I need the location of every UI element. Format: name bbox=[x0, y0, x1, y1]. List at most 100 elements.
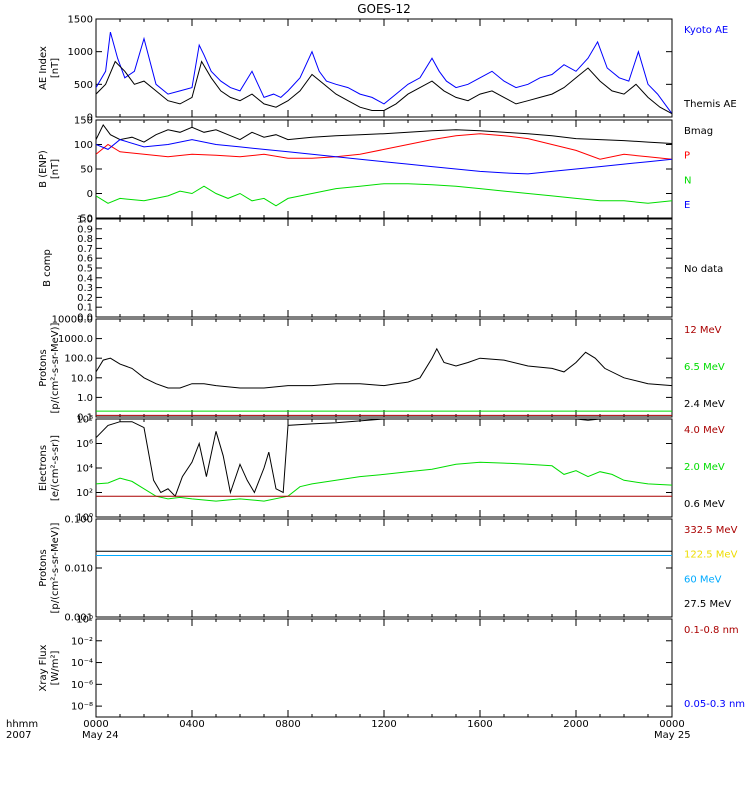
y-tick-label: 150 bbox=[74, 116, 93, 127]
x-tick-label: 0000 bbox=[659, 719, 684, 730]
x-date-end: May 25 bbox=[654, 730, 691, 741]
panel-3: 0.00.10.20.30.40.50.60.70.80.91.0 B comp N… bbox=[42, 215, 723, 324]
series-group bbox=[96, 31, 672, 115]
panel-6: 0.001 0.010 0.100 Protons [p/(cm²-s-sr-MeV)]… bbox=[38, 515, 738, 624]
y-axis-title: Electrons bbox=[38, 445, 49, 491]
panel-frame bbox=[95, 119, 673, 219]
y-tick-label: 10⁻⁸ bbox=[71, 702, 93, 713]
panel-frame bbox=[95, 518, 673, 618]
y-tick-label: 10² bbox=[76, 488, 93, 499]
panel-7: 10⁻⁸ 10⁻⁶ 10⁻⁴ 10⁻² 10⁰ Xray Flux [W/m²] 0.1-0.… bbox=[38, 615, 745, 718]
y-axis-title: [nT] bbox=[50, 58, 61, 78]
x-date-start: May 24 bbox=[82, 730, 119, 741]
y-tick-label: 0.6 bbox=[77, 254, 93, 265]
legend-entry: 122.5 MeV bbox=[684, 550, 738, 561]
series-bmag bbox=[96, 123, 672, 144]
y-tick-label: 0.5 bbox=[77, 264, 93, 275]
y-axis-title: [p/(cm²-s-sr-MeV)] bbox=[50, 522, 61, 613]
y-tick-label: 0.100 bbox=[64, 515, 93, 526]
y-tick-label: 10⁻⁴ bbox=[71, 658, 93, 669]
y-axis-title: Protons bbox=[38, 349, 49, 386]
y-tick-label: 10⁰ bbox=[76, 513, 93, 524]
y-tick-label: 10.0 bbox=[71, 373, 93, 384]
y-axis-title: [p/(cm²-s-sr-MeV)] bbox=[50, 322, 61, 413]
legend-entry: 2.4 MeV bbox=[684, 399, 725, 410]
y-tick-label: 0.1 bbox=[77, 303, 93, 314]
legend-entry: 4.0 MeV bbox=[684, 425, 725, 436]
y-tick-label: 0.0 bbox=[77, 313, 93, 324]
x-tick-label: 1600 bbox=[467, 719, 492, 730]
y-tick-label: 0 bbox=[87, 189, 93, 200]
legend-entry: 60 MeV bbox=[684, 574, 722, 585]
y-axis-title: [e/(cm²-s-sr)] bbox=[50, 435, 61, 501]
y-tick-label: 500 bbox=[74, 80, 93, 91]
y-tick-label: 1.0 bbox=[77, 215, 93, 226]
y-tick-label: 0.8 bbox=[77, 234, 93, 245]
legend-entry: 0.6 MeV bbox=[684, 499, 725, 510]
y-axis-title: Protons bbox=[38, 549, 49, 586]
y-tick-label: 10⁻⁶ bbox=[71, 680, 93, 691]
x-axis: hhmm 2007 May 24 May 25 0000 0400 0800 1200… bbox=[6, 719, 691, 741]
series-group bbox=[96, 123, 672, 207]
legend-entry: Kyoto AE bbox=[684, 25, 728, 36]
panel-frame bbox=[95, 618, 673, 718]
legend-entry: E bbox=[684, 200, 690, 211]
y-axis-title: [W/m²] bbox=[50, 650, 61, 685]
x-tick-label: 0000 bbox=[83, 719, 108, 730]
x-tick-label: 0400 bbox=[179, 719, 204, 730]
y-tick-label: 10⁻² bbox=[71, 636, 93, 647]
y-tick-label: 1000 bbox=[68, 47, 93, 58]
series-group bbox=[96, 550, 672, 556]
panel-1: 0 500 1000 1500 AE Index [nT] Kyoto AE Themis A… bbox=[38, 15, 737, 124]
y-axis-title: Xray Flux bbox=[38, 644, 49, 691]
legend-entry: 332.5 MeV bbox=[684, 525, 738, 536]
y-tick-label: 0.3 bbox=[77, 283, 93, 294]
y-axis-title: B (ENP) bbox=[38, 150, 49, 188]
series-themis-ae bbox=[96, 60, 672, 115]
x-tick-label: 2000 bbox=[563, 719, 588, 730]
y-tick-label: 0.1 bbox=[77, 413, 93, 424]
y-tick-label: 0 bbox=[87, 113, 93, 124]
legend-entry: N bbox=[684, 175, 691, 186]
y-tick-label: 0.2 bbox=[77, 293, 93, 304]
y-tick-label: 10⁴ bbox=[76, 464, 93, 475]
legend-entry: P bbox=[684, 151, 690, 162]
y-tick-label: -50 bbox=[77, 214, 93, 225]
y-tick-label: 100 bbox=[74, 140, 93, 151]
series-e bbox=[96, 139, 672, 175]
y-tick-label: 0.9 bbox=[77, 224, 93, 235]
y-tick-label: 1000.0 bbox=[58, 334, 93, 345]
legend-entry: 2.0 MeV bbox=[684, 462, 725, 473]
series-n bbox=[96, 183, 672, 207]
panel-frame bbox=[95, 318, 673, 418]
y-tick-label: 0.001 bbox=[64, 613, 93, 624]
x-tick-label: 0800 bbox=[275, 719, 300, 730]
legend-entry: 0.05-0.3 nm bbox=[684, 699, 745, 710]
y-tick-label: 10⁰ bbox=[76, 615, 93, 626]
legend-entry: Bmag bbox=[684, 126, 713, 137]
y-tick-label: 1.0 bbox=[77, 393, 93, 404]
y-tick-label: 10⁶ bbox=[76, 439, 93, 450]
series-p bbox=[96, 133, 672, 160]
y-axis-title: AE Index bbox=[38, 46, 49, 90]
legend-entry: 6.5 MeV bbox=[684, 362, 725, 373]
series-group bbox=[96, 347, 672, 416]
x-corner-bottom: 2007 bbox=[6, 730, 31, 741]
y-tick-label: 10⁸ bbox=[76, 415, 93, 426]
y-tick-label: 0.7 bbox=[77, 244, 93, 255]
panel-2: -50 0 50 100 150 B (ENP) [nT] Bmag P N E bbox=[38, 116, 713, 225]
legend-entry: Themis AE bbox=[683, 99, 737, 110]
y-tick-label: 1500 bbox=[68, 15, 93, 26]
legend-entry: No data bbox=[684, 264, 723, 275]
legend-entry: 0.1-0.8 nm bbox=[684, 625, 739, 636]
panel-frame bbox=[95, 418, 673, 518]
legend-entry: 27.5 MeV bbox=[684, 599, 731, 610]
y-tick-label: 50 bbox=[80, 165, 93, 176]
y-tick-label: 10000.0 bbox=[52, 315, 93, 326]
series-0-6-mev bbox=[96, 419, 672, 498]
x-tick-label: 1200 bbox=[371, 719, 396, 730]
series-kyoto-ae bbox=[96, 31, 672, 114]
panel-5: 10⁰ 10² 10⁴ 10⁶ 10⁸ Electrons [e/(cm²-s-sr)] 4.… bbox=[38, 415, 725, 524]
